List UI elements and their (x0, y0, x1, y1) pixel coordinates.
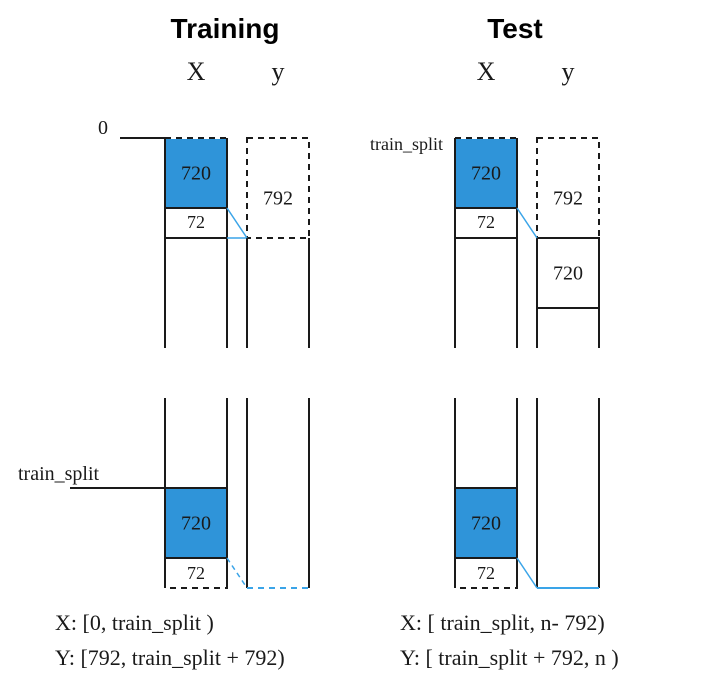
test-x-lower: 720 72 (455, 398, 517, 588)
test-y-label: y (562, 57, 575, 86)
train-x-lower-72-label: 72 (187, 563, 205, 583)
test-caption-x: X: [ train_split, n- 792) (400, 610, 605, 635)
test-caption-y: Y: [ train_split + 792, n ) (400, 645, 619, 670)
test-xy-lower-link (517, 558, 537, 588)
test-x-lower-720-label: 720 (471, 513, 501, 535)
train-zero-label: 0 (98, 117, 108, 139)
train-caption-x: X: [0, train_split ) (55, 610, 214, 635)
test-title: Test (487, 13, 543, 44)
train-xy-upper-link2 (227, 208, 247, 238)
train-markers: 0 train_split (18, 117, 165, 488)
test-x-upper-72-label: 72 (477, 212, 495, 232)
train-y-label: y (272, 57, 285, 86)
test-y-upper-720-label: 720 (553, 263, 583, 285)
test-y-lower (517, 398, 599, 588)
training-group: 720 72 792 720 (18, 117, 309, 588)
train-x-upper-720-label: 720 (181, 163, 211, 185)
train-x-upper-72-label: 72 (187, 212, 205, 232)
test-x-upper: 720 72 (455, 138, 517, 348)
train-x-lower-720-label: 720 (181, 513, 211, 535)
train-caption-y: Y: [792, train_split + 792) (55, 645, 285, 670)
train-y-lower (227, 398, 309, 588)
test-x-upper-720-label: 720 (471, 163, 501, 185)
test-split-label-upper: train_split (370, 134, 443, 154)
train-y-upper: 792 (227, 138, 309, 348)
train-xy-lower-link (227, 558, 247, 588)
train-split-label: train_split (18, 463, 100, 485)
train-x-upper: 720 72 (165, 138, 247, 348)
train-x-label: X (187, 57, 206, 86)
test-group: 720 72 792 720 train_split 720 (370, 134, 599, 588)
diagram-canvas: Training Test X y X y 720 72 792 (0, 0, 714, 697)
test-y-upper-792-label: 792 (553, 188, 583, 210)
train-x-lower: 720 72 (165, 398, 227, 588)
test-y-upper: 792 720 (517, 138, 599, 348)
train-y-upper-792-label: 792 (263, 188, 293, 210)
test-x-label: X (477, 57, 496, 86)
test-x-lower-72-label: 72 (477, 563, 495, 583)
test-xy-upper-link (517, 208, 537, 238)
training-title: Training (171, 13, 280, 44)
